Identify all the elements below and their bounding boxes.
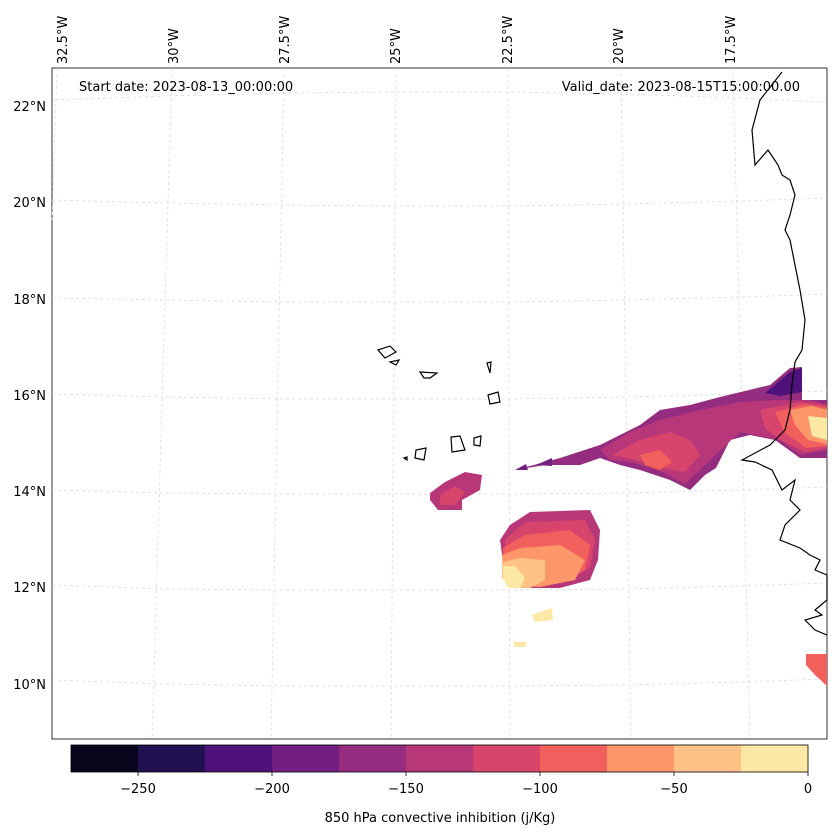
coastlines	[376, 71, 828, 636]
graticule	[51, 67, 828, 740]
colorbar-swatch	[674, 745, 742, 772]
cin-blob-se	[806, 654, 827, 686]
lon-label: 20°W	[612, 28, 627, 64]
colorbar	[70, 744, 809, 776]
colorbar-swatch	[607, 745, 675, 772]
cape-verde-island-7	[473, 435, 482, 447]
cin-blob-tiny	[515, 464, 528, 470]
cin-blob-cape-verde-core	[440, 486, 465, 505]
cin-region-south-near-zero	[503, 566, 525, 588]
lat-label: 10°N	[13, 678, 46, 693]
colorbar-frame	[70, 744, 809, 773]
colorbar-tick-label: −200	[254, 782, 290, 797]
colorbar-swatch	[71, 745, 139, 772]
colorbar-tick-label: −150	[388, 782, 424, 797]
latitude-labels: 22°N 20°N 18°N 16°N 14°N 12°N 10°N	[13, 100, 46, 693]
cin-band-east-right-palest	[808, 416, 827, 440]
colorbar-swatch	[272, 745, 340, 772]
lat-label: 22°N	[13, 100, 46, 115]
colorbar-label: 850 hPa convective inhibition (j/Kg)	[325, 811, 556, 826]
lat-label: 20°N	[13, 196, 46, 211]
cin-blob-small-1	[532, 608, 553, 622]
cape-verde-island-3	[418, 371, 439, 379]
lon-label: 25°W	[389, 28, 404, 64]
cape-verde-island-4	[486, 361, 492, 374]
cin-band-east-core	[640, 450, 672, 470]
colorbar-ticks: −250 −200 −150 −100 −50 0	[120, 782, 812, 797]
cin-blob-small-2	[514, 642, 527, 647]
colorbar-swatch	[741, 745, 809, 772]
africa-coastline	[740, 71, 828, 636]
lat-label: 18°N	[13, 293, 46, 308]
lon-label: 22.5°W	[501, 16, 516, 64]
lon-label: 30°W	[167, 28, 182, 64]
lat-label: 14°N	[13, 485, 46, 500]
colorbar-swatch	[138, 745, 206, 772]
colorbar-tick-label: −250	[120, 782, 156, 797]
start-date-label: Start date: 2023-08-13_00:00:00	[79, 80, 293, 95]
cape-verde-island-6	[450, 435, 466, 453]
colorbar-tick-label: −100	[522, 782, 558, 797]
cin-blob-tiny-2	[536, 458, 552, 466]
cape-verde-island-5	[487, 391, 501, 405]
lon-label: 32.5°W	[56, 16, 71, 64]
colorbar-swatch	[406, 745, 474, 772]
valid-date-label: Valid_date: 2023-08-15T15:00:00.00	[562, 80, 800, 95]
lon-label: 17.5°W	[724, 16, 739, 64]
colorbar-tick-label: 0	[804, 782, 812, 797]
cape-verde-island-1	[376, 345, 397, 359]
lat-label: 12°N	[13, 581, 46, 596]
lon-label: 27.5°W	[278, 16, 293, 64]
longitude-labels: 32.5°W 30°W 27.5°W 25°W 22.5°W 20°W 17.5…	[56, 16, 739, 64]
lat-label: 16°N	[13, 389, 46, 404]
colorbar-swatch	[473, 745, 541, 772]
colorbar-swatch	[339, 745, 407, 772]
cape-verde-island-8	[414, 447, 427, 461]
cape-verde-island-2	[388, 359, 401, 366]
colorbar-swatch	[205, 745, 273, 772]
cape-verde-island-9	[402, 456, 408, 462]
colorbar-tick-label: −50	[660, 782, 687, 797]
colorbar-swatch	[540, 745, 608, 772]
